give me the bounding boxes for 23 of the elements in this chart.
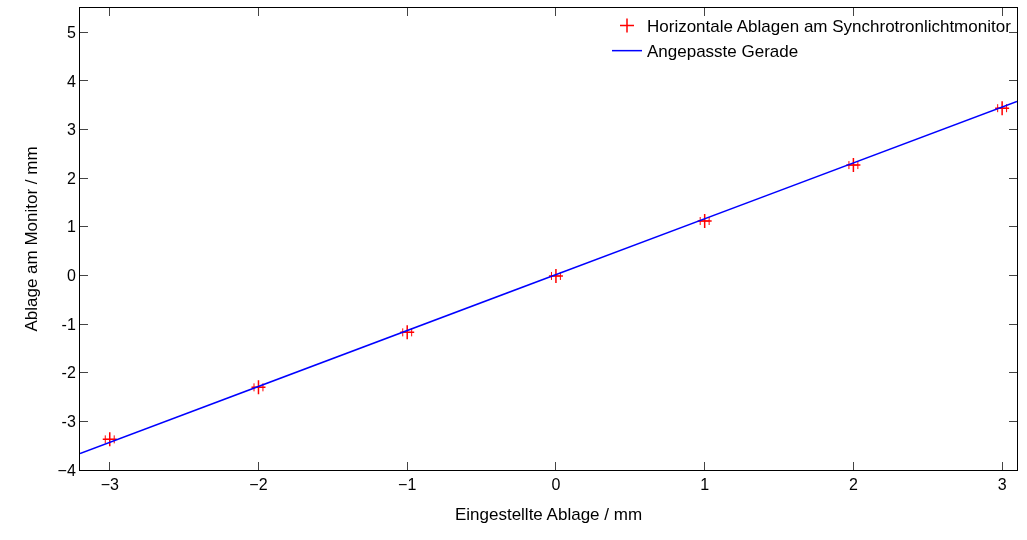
x-tick-label: 2 bbox=[848, 476, 858, 494]
y-tick-label: -1 bbox=[61, 315, 76, 333]
legend-label: Angepasste Gerade bbox=[647, 42, 799, 62]
x-tick-label: −2 bbox=[249, 476, 268, 494]
y-tick-label: 3 bbox=[66, 121, 76, 139]
x-tick-label: 3 bbox=[997, 476, 1007, 494]
x-tick-label: −1 bbox=[398, 476, 417, 494]
y-tick-label: 4 bbox=[66, 72, 76, 90]
y-tick-label: −4 bbox=[57, 461, 76, 479]
y-axis-title: Ablage am Monitor / mm bbox=[22, 146, 42, 332]
y-tick-label: -3 bbox=[61, 412, 76, 430]
y-tick-label: 0 bbox=[66, 267, 76, 285]
point bbox=[102, 431, 118, 448]
legend-label: Horizontale Ablagen am Synchrotronlichtmonitor bbox=[647, 17, 1012, 37]
y-tick-label: 5 bbox=[66, 23, 76, 41]
y-tick-label: -2 bbox=[61, 364, 76, 382]
point bbox=[250, 379, 267, 396]
y-tick-label: 2 bbox=[66, 169, 76, 187]
x-tick-label: 1 bbox=[700, 476, 710, 494]
x-axis-title: Eingestellte Ablage / mm bbox=[454, 504, 643, 524]
x-tick-label: 0 bbox=[551, 476, 561, 494]
x-tick-label: −3 bbox=[100, 476, 119, 494]
y-tick-label: 1 bbox=[66, 218, 76, 236]
